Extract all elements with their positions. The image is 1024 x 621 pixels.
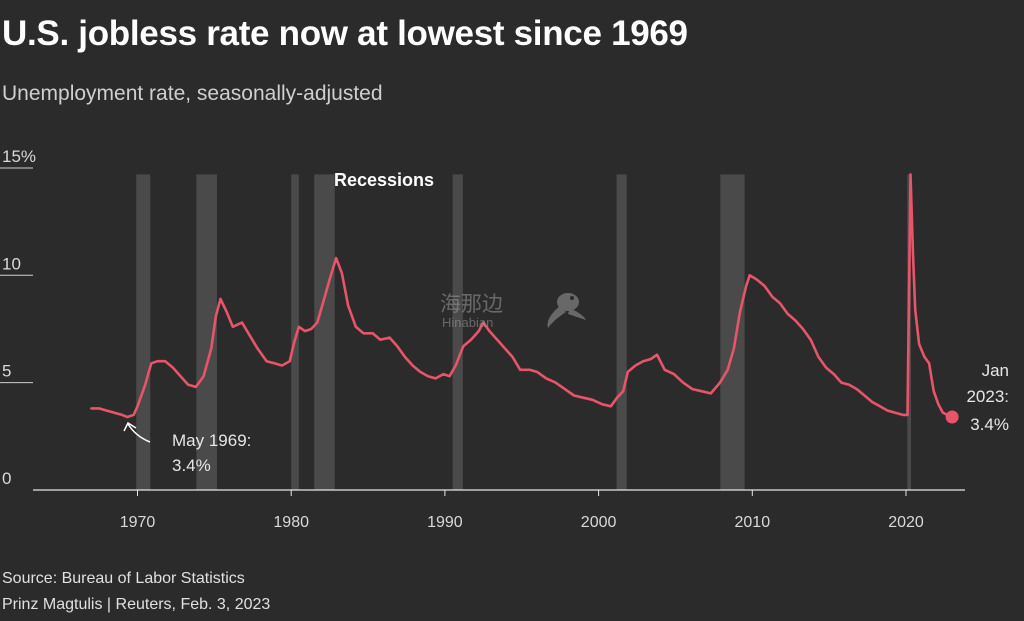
annotations: May 1969: 3.4% Jan 2023: 3.4% <box>123 361 1009 475</box>
x-tick-label-1990: 1990 <box>427 514 463 531</box>
x-axis: 1970 1980 1990 2000 2010 2020 <box>33 489 965 531</box>
annotation-jan2023-line2: 2023: <box>966 387 1009 406</box>
bird-logo-icon <box>547 293 586 328</box>
unemployment-rate-line <box>90 173 953 419</box>
annotation-arrowhead-icon <box>123 421 137 432</box>
recessions-label: Recessions <box>334 170 434 190</box>
y-gridlines <box>0 167 33 384</box>
credit-note: Prinz Magtulis | Reuters, Feb. 3, 2023 <box>2 596 271 613</box>
y-tick-label-5: 5 <box>2 362 11 381</box>
y-tick-label-0: 0 <box>2 469 11 488</box>
y-tick-label-10: 10 <box>2 254 21 273</box>
recession-band-1 <box>136 174 151 491</box>
x-tick-label-2000: 2000 <box>581 514 617 531</box>
source-note: Source: Bureau of Labor Statistics <box>2 570 245 587</box>
chart-title: U.S. jobless rate now at lowest since 19… <box>2 14 688 53</box>
y-tick-labels: 0 5 10 15% <box>2 147 36 488</box>
annotation-may1969-line2: 3.4% <box>172 456 211 475</box>
recession-band-5 <box>452 174 463 491</box>
x-tick-label-1980: 1980 <box>273 514 309 531</box>
watermark-en-text: Hinabian <box>442 315 494 330</box>
recession-band-4 <box>314 174 335 491</box>
annotation-may1969-line1: May 1969: <box>172 431 251 450</box>
recession-band-6 <box>616 174 627 491</box>
x-tick-label-2010: 2010 <box>735 514 771 531</box>
recession-band-7 <box>720 174 745 491</box>
y-tick-label-15: 15% <box>2 147 36 166</box>
annotation-jan2023-line3: 3.4% <box>970 415 1009 434</box>
annotation-jan2023-line1: Jan <box>982 361 1009 380</box>
unemployment-chart: 0 5 10 15% 1970 1980 1990 2000 2010 2020 Recessi… <box>0 147 1009 531</box>
latest-value-marker <box>945 410 959 424</box>
recession-band-3 <box>291 174 299 491</box>
watermark-cn-text: 海那边 <box>440 292 503 316</box>
x-tick-label-2020: 2020 <box>888 514 924 531</box>
recession-band-2 <box>196 174 217 491</box>
annotation-arrow <box>127 423 151 443</box>
x-tick-label-1970: 1970 <box>120 514 156 531</box>
chart-subtitle: Unemployment rate, seasonally-adjusted <box>2 82 383 105</box>
hinabian-watermark: 海那边 Hinabian <box>438 286 588 336</box>
